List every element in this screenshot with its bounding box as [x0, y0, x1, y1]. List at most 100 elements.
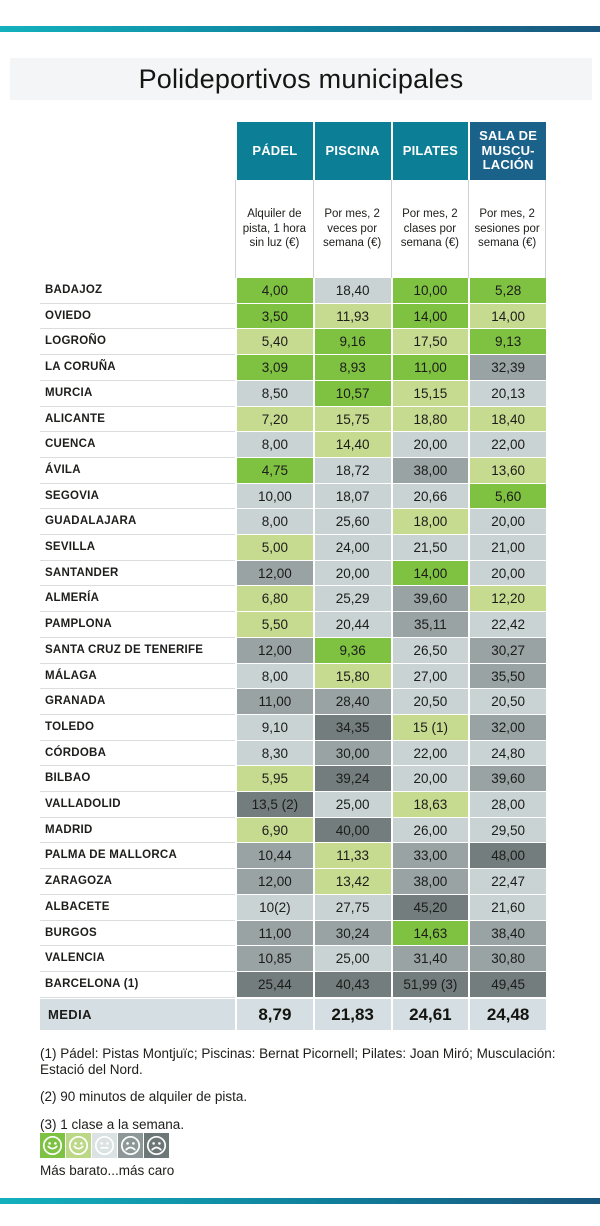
column-header: SALA DE MUSCU-LACIÓN — [468, 122, 546, 180]
table-row: LA CORUÑA 3,09 8,93 11,00 32,39 — [40, 355, 546, 381]
city-label: SANTANDER — [40, 560, 235, 587]
price-cell: 22,00 — [468, 432, 546, 458]
table-row: MADRID 6,90 40,00 26,00 29,50 — [40, 817, 546, 844]
price-cell: 5,50 — [235, 612, 313, 638]
table-row: MURCIA 8,50 10,57 15,15 20,13 — [40, 380, 546, 407]
price-cell: 10,00 — [390, 278, 469, 304]
price-cell: 5,28 — [468, 278, 546, 304]
table-row: BURGOS 11,00 30,24 14,63 38,40 — [40, 920, 546, 947]
city-label: BURGOS — [40, 920, 235, 947]
price-cell: 20,00 — [468, 560, 546, 587]
city-label: MADRID — [40, 817, 235, 844]
price-cell: 35,11 — [390, 612, 469, 638]
price-cell: 5,95 — [235, 766, 313, 793]
city-label: BILBAO — [40, 766, 235, 793]
city-label: OVIEDO — [40, 303, 235, 330]
price-cell: 13,42 — [312, 869, 391, 895]
price-cell: 14,63 — [390, 920, 469, 947]
price-cell: 21,60 — [468, 894, 546, 921]
city-label: PAMPLONA — [40, 612, 235, 638]
price-cell: 3,09 — [235, 355, 313, 381]
price-cell: 25,44 — [235, 971, 313, 998]
price-cell: 32,39 — [468, 355, 546, 381]
price-cell: 31,40 — [390, 946, 469, 972]
price-cell: 3,50 — [235, 303, 313, 330]
price-cell: 18,07 — [312, 483, 391, 510]
city-label: GRANADA — [40, 689, 235, 715]
table-row: VALENCIA 10,85 25,00 31,40 30,80 — [40, 946, 546, 972]
price-cell: 20,50 — [390, 689, 469, 715]
price-cell: 8,00 — [235, 509, 313, 536]
top-accent-bar — [0, 26, 600, 32]
price-cell: 13,60 — [468, 457, 546, 484]
table-row: GRANADA 11,00 28,40 20,50 20,50 — [40, 689, 546, 715]
table-row: SEGOVIA 10,00 18,07 20,66 5,60 — [40, 483, 546, 510]
price-cell: 45,20 — [390, 894, 469, 921]
column-header: PÁDEL — [235, 122, 313, 180]
price-cell: 48,00 — [468, 843, 546, 870]
price-cell: 49,45 — [468, 971, 546, 998]
page-title: Polideportivos municipales — [138, 63, 464, 94]
frown-face-icon — [144, 1133, 169, 1158]
price-cell: 39,24 — [312, 766, 391, 793]
bottom-accent-bar — [0, 1198, 600, 1204]
table-row: ALBACETE 10(2) 27,75 45,20 21,60 — [40, 894, 546, 921]
price-cell: 21,00 — [468, 535, 546, 561]
price-cell: 25,00 — [312, 792, 391, 818]
price-cell: 11,00 — [235, 689, 313, 715]
price-cell: 14,00 — [390, 303, 469, 330]
city-label: PALMA DE MALLORCA — [40, 843, 235, 870]
price-cell: 38,00 — [390, 457, 469, 484]
media-label: MEDIA — [40, 998, 235, 1030]
price-cell: 15,15 — [390, 380, 469, 407]
footnotes: (1) Pádel: Pistas Montjuïc; Piscinas: Be… — [40, 1046, 560, 1144]
price-cell: 39,60 — [390, 586, 469, 613]
city-label: CUENCA — [40, 432, 235, 458]
table-row: PALMA DE MALLORCA 10,44 11,33 33,00 48,00 — [40, 843, 546, 870]
price-cell: 15,75 — [312, 406, 391, 433]
table-row: BADAJOZ 4,00 18,40 10,00 5,28 — [40, 278, 546, 304]
price-cell: 11,93 — [312, 303, 391, 330]
price-cell: 38,40 — [468, 920, 546, 947]
price-cell: 39,60 — [468, 766, 546, 793]
price-cell: 10,00 — [235, 483, 313, 510]
price-cell: 9,36 — [312, 637, 391, 664]
city-label: ZARAGOZA — [40, 869, 235, 895]
frown-face-icon — [118, 1133, 143, 1158]
city-label: SEGOVIA — [40, 483, 235, 510]
price-cell: 5,60 — [468, 483, 546, 510]
table-row: ZARAGOZA 12,00 13,42 38,00 22,47 — [40, 869, 546, 895]
table-row: BILBAO 5,95 39,24 20,00 39,60 — [40, 766, 546, 793]
price-cell: 22,42 — [468, 612, 546, 638]
table-row: PAMPLONA 5,50 20,44 35,11 22,42 — [40, 612, 546, 638]
price-cell: 10,44 — [235, 843, 313, 870]
table-row: SANTANDER 12,00 20,00 14,00 20,00 — [40, 560, 546, 587]
price-cell: 20,66 — [390, 483, 469, 510]
city-label: SANTA CRUZ DE TENERIFE — [40, 637, 235, 664]
price-cell: 38,00 — [390, 869, 469, 895]
city-label: MÁLAGA — [40, 663, 235, 690]
price-cell: 27,75 — [312, 894, 391, 921]
price-cell: 51,99 (3) — [390, 971, 469, 998]
city-label: BARCELONA (1) — [40, 971, 235, 998]
price-cell: 8,00 — [235, 663, 313, 690]
price-cell: 20,44 — [312, 612, 391, 638]
table-row: ÁVILA 4,75 18,72 38,00 13,60 — [40, 457, 546, 484]
media-value: 21,83 — [312, 998, 391, 1030]
price-cell: 6,80 — [235, 586, 313, 613]
city-label: VALLADOLID — [40, 792, 235, 818]
price-cell: 8,30 — [235, 740, 313, 767]
price-cell: 9,16 — [312, 329, 391, 356]
price-cell: 18,72 — [312, 457, 391, 484]
price-cell: 12,00 — [235, 637, 313, 664]
price-cell: 28,40 — [312, 689, 391, 715]
price-cell: 21,50 — [390, 535, 469, 561]
price-cell: 12,00 — [235, 560, 313, 587]
city-label: ALICANTE — [40, 406, 235, 433]
price-cell: 20,00 — [390, 432, 469, 458]
column-subheader: Por mes, 2 veces por semana (€) — [312, 180, 391, 278]
price-table: PÁDEL PISCINA PILATES SALA DE MUSCU-LACIÓN A… — [40, 122, 546, 1030]
price-cell: 29,50 — [468, 817, 546, 844]
city-label: TOLEDO — [40, 714, 235, 741]
